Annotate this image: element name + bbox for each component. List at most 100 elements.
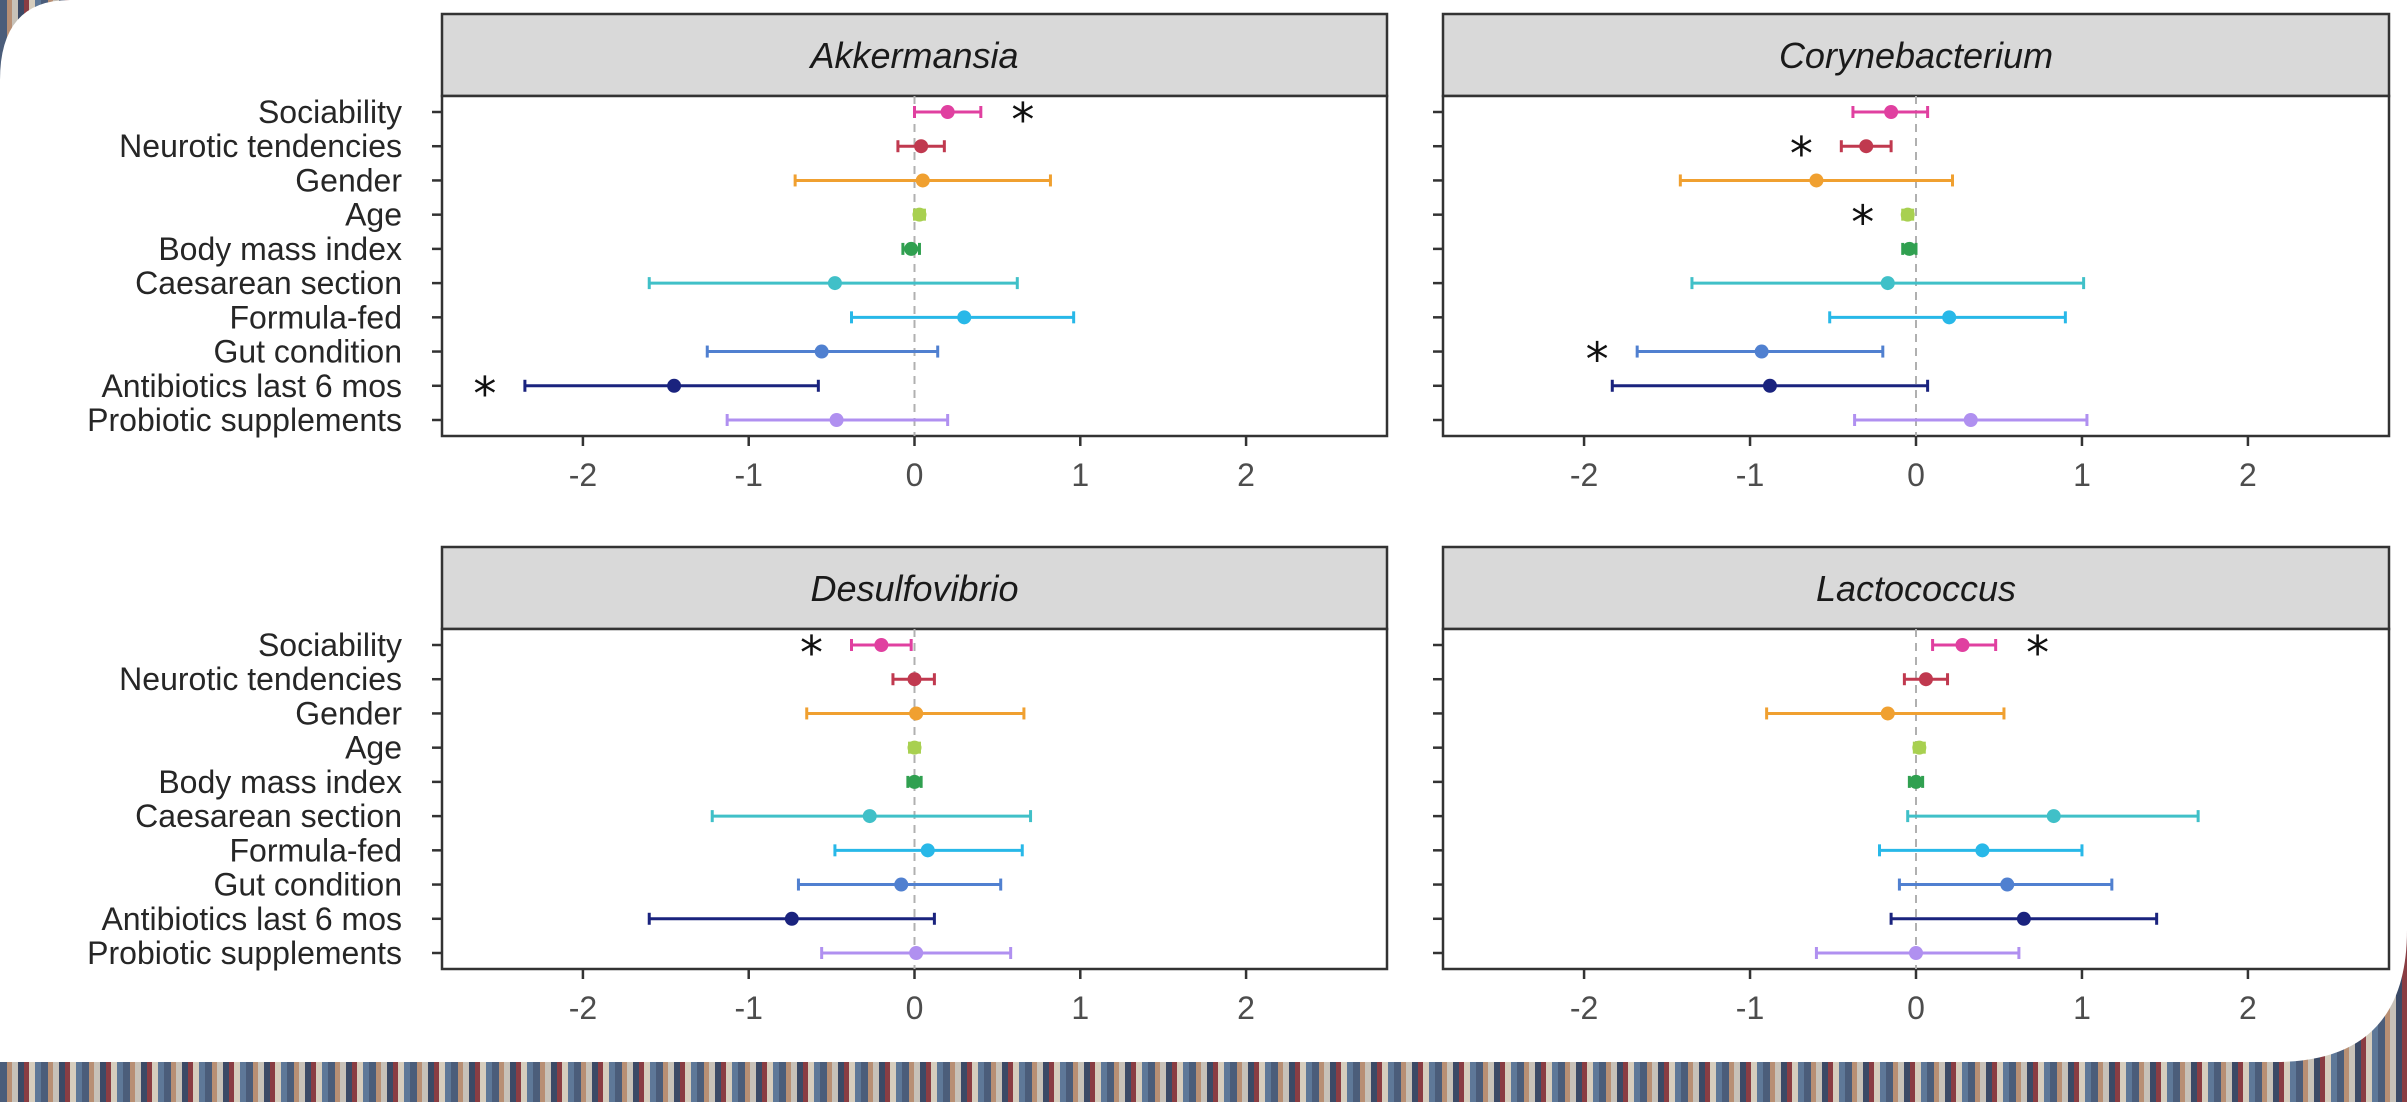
x-tick-label: 0 bbox=[1907, 457, 1925, 493]
variable-label-caesarean-section: Caesarean section bbox=[135, 265, 402, 301]
panel-strip bbox=[440, 545, 1389, 631]
x-tick-label: -2 bbox=[1570, 990, 1598, 1026]
estimate-point-body-mass-index bbox=[907, 774, 922, 789]
estimate-point-gender bbox=[1809, 173, 1824, 188]
estimate-point-antibiotics-last-6-mos bbox=[2016, 911, 2031, 926]
estimate-point-probiotic-supplements bbox=[1909, 946, 1923, 960]
x-tick-label: 2 bbox=[1237, 990, 1255, 1026]
variable-label-gender: Gender bbox=[295, 162, 402, 198]
significance-star: * bbox=[473, 367, 496, 421]
variable-label-antibiotics-last-6-mos: Antibiotics last 6 mos bbox=[101, 368, 402, 404]
panel-desulfovibrio: Desulfovibrio -2 -1 0 1 2 Sociability * Neurotic… bbox=[87, 545, 1389, 1026]
estimate-point-age bbox=[907, 740, 922, 755]
estimate-point-caesarean-section bbox=[2046, 809, 2061, 824]
panel-strip bbox=[1441, 545, 2391, 631]
x-tick-label: 2 bbox=[2239, 457, 2257, 493]
panel-title: Lactococcus bbox=[1816, 568, 2016, 609]
panel-akkermansia: Akkermansia -2 -1 0 1 2 Sociability * Neurotic t… bbox=[87, 12, 1389, 493]
x-tick-label: -1 bbox=[1736, 457, 1764, 493]
estimate-point-probiotic-supplements bbox=[829, 413, 844, 427]
variable-label-formula-fed: Formula-fed bbox=[230, 832, 403, 868]
panel-title: Akkermansia bbox=[808, 35, 1018, 76]
x-tick-label: 1 bbox=[1071, 990, 1089, 1026]
x-tick-label: 1 bbox=[2073, 457, 2091, 493]
variable-label-gut-condition: Gut condition bbox=[213, 867, 402, 903]
significance-star: * bbox=[2026, 626, 2049, 680]
variable-label-body-mass-index: Body mass index bbox=[158, 231, 402, 267]
variable-label-age: Age bbox=[345, 197, 402, 233]
x-tick-label: -2 bbox=[569, 457, 597, 493]
panel-strip bbox=[440, 12, 1389, 98]
estimate-point-body-mass-index bbox=[1902, 241, 1917, 256]
x-tick-label: 0 bbox=[906, 457, 924, 493]
x-tick-label: 1 bbox=[2073, 990, 2091, 1026]
estimate-point-sociability bbox=[874, 638, 889, 652]
significance-star: * bbox=[1790, 127, 1813, 181]
x-tick-label: -1 bbox=[734, 457, 762, 493]
variable-label-formula-fed: Formula-fed bbox=[230, 299, 403, 335]
estimate-point-sociability bbox=[1955, 638, 1970, 652]
x-tick-label: 0 bbox=[1907, 990, 1925, 1026]
estimate-point-formula-fed bbox=[957, 310, 972, 325]
significance-star: * bbox=[1586, 333, 1609, 387]
estimate-point-gender bbox=[915, 173, 930, 188]
estimate-point-gut-condition bbox=[894, 877, 909, 892]
estimate-point-neurotic-tendencies bbox=[907, 672, 922, 687]
estimate-point-formula-fed bbox=[1975, 843, 1990, 858]
x-tick-label: -1 bbox=[734, 990, 762, 1026]
estimate-point-gender bbox=[1880, 706, 1895, 721]
variable-label-age: Age bbox=[345, 730, 402, 766]
panel-strip bbox=[1441, 12, 2391, 98]
estimate-point-antibiotics-last-6-mos bbox=[667, 378, 682, 393]
estimate-point-caesarean-section bbox=[862, 809, 877, 824]
variable-label-gender: Gender bbox=[295, 695, 402, 731]
x-tick-label: -2 bbox=[1570, 457, 1598, 493]
significance-star: * bbox=[1011, 93, 1034, 147]
estimate-point-body-mass-index bbox=[1909, 774, 1923, 789]
estimate-point-sociability bbox=[1884, 105, 1899, 119]
panel-title: Desulfovibrio bbox=[810, 568, 1018, 609]
variable-label-sociability: Sociability bbox=[258, 627, 402, 663]
x-tick-label: -2 bbox=[569, 990, 597, 1026]
variable-label-body-mass-index: Body mass index bbox=[158, 764, 402, 800]
estimate-point-formula-fed bbox=[1942, 310, 1957, 325]
facet-panels: Akkermansia -2 -1 0 1 2 Sociability * Neurotic t… bbox=[87, 12, 2391, 1026]
estimate-point-sociability bbox=[940, 105, 955, 119]
variable-label-neurotic-tendencies: Neurotic tendencies bbox=[119, 661, 402, 697]
panel-corynebacterium: Corynebacterium -2 -1 0 1 2 * * * bbox=[1433, 12, 2391, 493]
significance-star: * bbox=[1851, 196, 1874, 250]
estimate-point-antibiotics-last-6-mos bbox=[784, 911, 799, 926]
estimate-point-antibiotics-last-6-mos bbox=[1762, 378, 1777, 393]
variable-label-sociability: Sociability bbox=[258, 94, 402, 130]
estimate-point-caesarean-section bbox=[1880, 276, 1895, 291]
estimate-point-probiotic-supplements bbox=[1963, 413, 1978, 427]
estimate-point-age bbox=[1912, 740, 1927, 755]
x-tick-label: -1 bbox=[1736, 990, 1764, 1026]
variable-label-neurotic-tendencies: Neurotic tendencies bbox=[119, 128, 402, 164]
variable-label-probiotic-supplements: Probiotic supplements bbox=[87, 402, 402, 438]
estimate-point-gender bbox=[909, 706, 924, 721]
estimate-point-body-mass-index bbox=[904, 241, 919, 256]
estimate-point-neurotic-tendencies bbox=[914, 139, 929, 154]
x-tick-label: 0 bbox=[906, 990, 924, 1026]
variable-label-antibiotics-last-6-mos: Antibiotics last 6 mos bbox=[101, 901, 402, 937]
panel-lactococcus: Lactococcus -2 -1 0 1 2 * bbox=[1433, 545, 2391, 1026]
estimate-point-age bbox=[912, 207, 927, 222]
estimate-point-caesarean-section bbox=[827, 276, 842, 291]
estimate-point-gut-condition bbox=[814, 344, 829, 359]
x-tick-label: 2 bbox=[1237, 457, 1255, 493]
x-tick-label: 1 bbox=[1071, 457, 1089, 493]
estimate-point-gut-condition bbox=[1754, 344, 1769, 359]
variable-label-probiotic-supplements: Probiotic supplements bbox=[87, 935, 402, 971]
estimate-point-neurotic-tendencies bbox=[1859, 139, 1874, 154]
x-tick-label: 2 bbox=[2239, 990, 2257, 1026]
variable-label-caesarean-section: Caesarean section bbox=[135, 798, 402, 834]
estimate-point-gut-condition bbox=[2000, 877, 2015, 892]
variable-label-gut-condition: Gut condition bbox=[213, 334, 402, 370]
panel-title: Corynebacterium bbox=[1779, 35, 2053, 76]
estimate-point-formula-fed bbox=[920, 843, 935, 858]
significance-star: * bbox=[800, 626, 823, 680]
estimate-point-probiotic-supplements bbox=[909, 946, 924, 960]
estimate-point-neurotic-tendencies bbox=[1918, 672, 1933, 687]
